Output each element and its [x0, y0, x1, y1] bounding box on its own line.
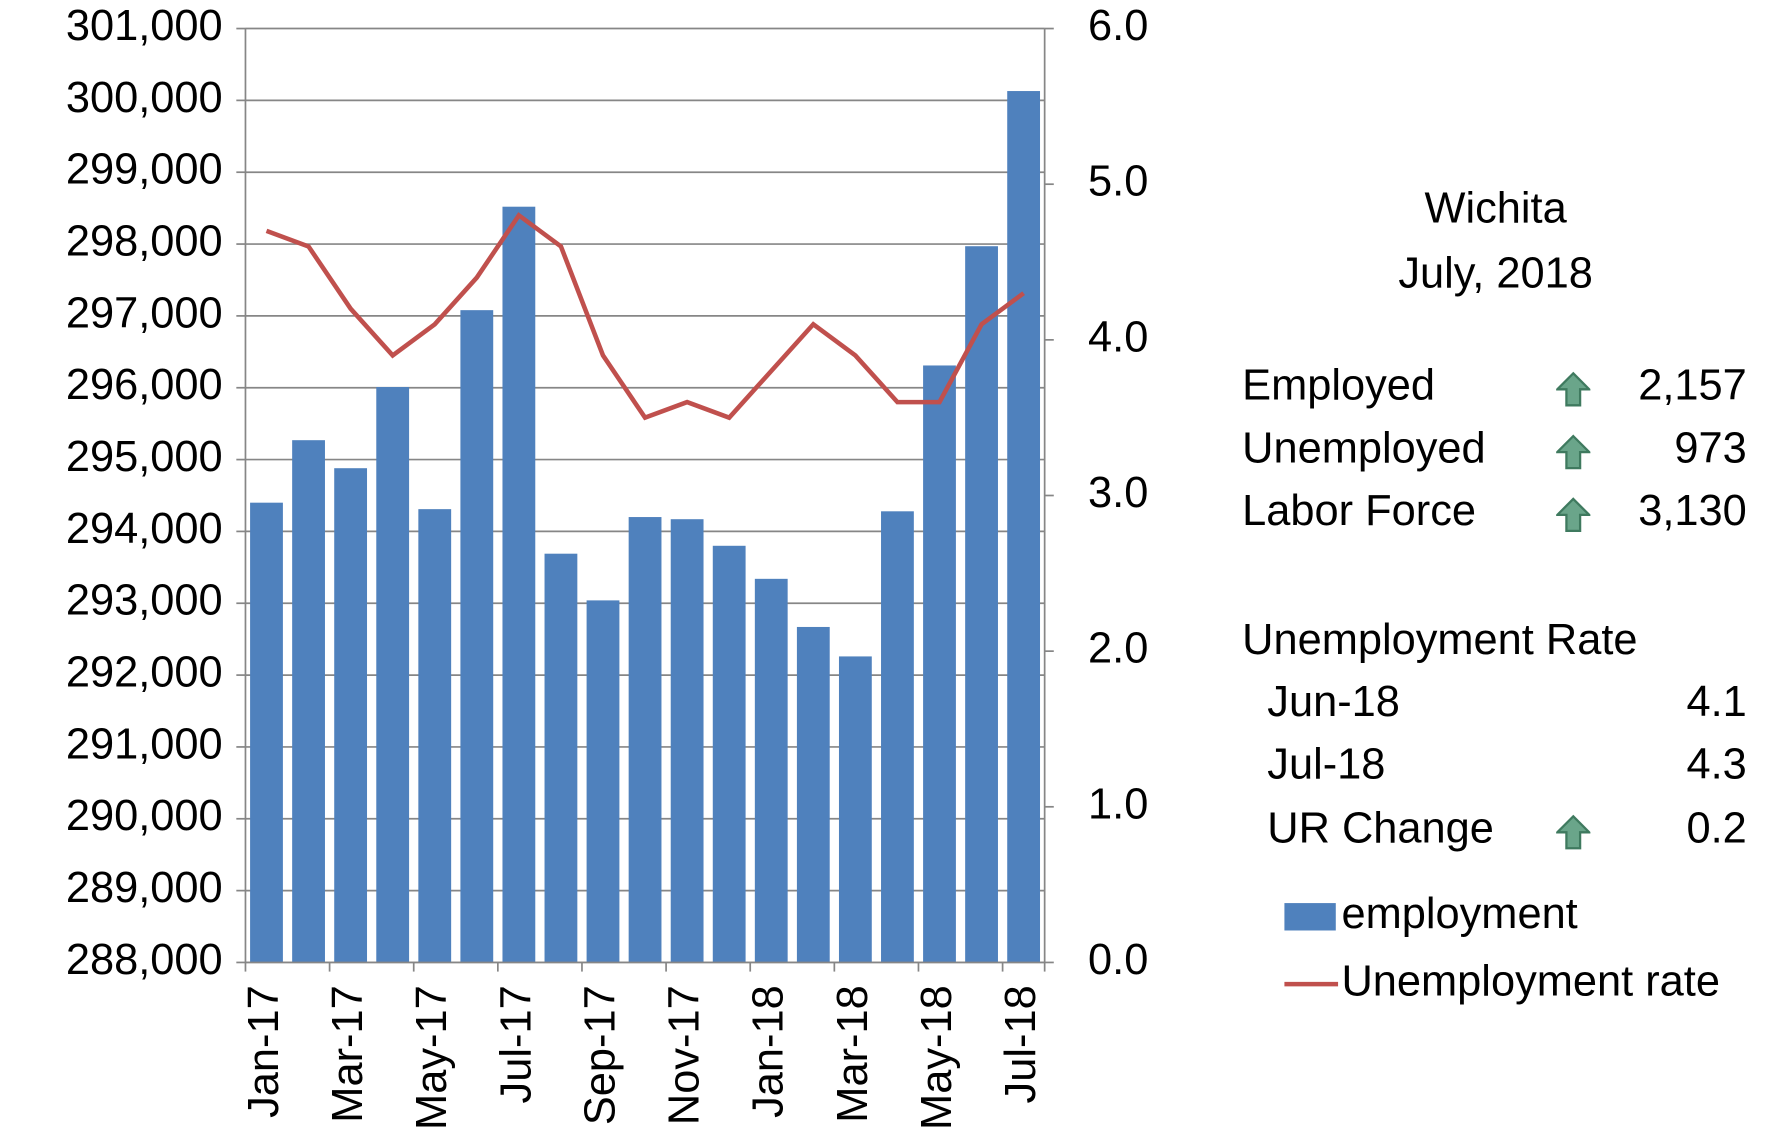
- legend-label: Unemployment rate: [1341, 958, 1720, 1006]
- bar: [292, 440, 325, 963]
- y-tick-label: 295,000: [66, 433, 223, 481]
- y-tick-label: 294,000: [66, 505, 223, 553]
- x-tick-label: Jan-18: [745, 985, 793, 1118]
- chart-root: Wichita July, 2018 Employed 2,157 Unempl…: [66, 2, 1747, 1130]
- bar: [418, 509, 452, 963]
- x-tick-label: Mar-17: [324, 985, 372, 1122]
- y-tick-label: 298,000: [66, 218, 223, 266]
- bar: [460, 310, 494, 963]
- x-tick-label: May-18: [913, 985, 961, 1130]
- up-arrow: [1556, 815, 1591, 850]
- y2-tick-label: 6.0: [1088, 2, 1148, 50]
- x-tick-label: Jul-17: [492, 985, 540, 1103]
- x-tick-label: Jan-17: [240, 985, 288, 1118]
- y-tick-label: 300,000: [66, 74, 223, 122]
- y2-tick-label: 1.0: [1088, 780, 1148, 828]
- legend-label: employment: [1341, 890, 1577, 938]
- bar: [376, 387, 410, 963]
- bar: [502, 206, 536, 963]
- row-label: Labor Force: [1242, 487, 1476, 535]
- y-tick-label: 292,000: [66, 649, 223, 697]
- bar: [754, 578, 788, 963]
- rate-value: 4.3: [1686, 741, 1746, 789]
- bar: [796, 626, 830, 963]
- y-tick-label: 288,000: [66, 936, 223, 984]
- bar: [1007, 91, 1041, 963]
- bar: [923, 365, 956, 963]
- y2-tick-label: 4.0: [1088, 313, 1148, 361]
- bar: [712, 545, 746, 963]
- y-tick-label: 293,000: [66, 577, 223, 625]
- y-tick-label: 299,000: [66, 146, 223, 194]
- y2-tick-label: 5.0: [1088, 158, 1148, 206]
- bar: [544, 553, 578, 963]
- y2-tick-label: 0.0: [1088, 936, 1148, 984]
- bar: [838, 656, 872, 963]
- legend-swatch: [1284, 903, 1336, 931]
- up-arrow: [1556, 434, 1591, 470]
- row-value: 2,157: [1638, 362, 1747, 410]
- up-arrow: [1556, 372, 1591, 407]
- x-tick-label: Jul-18: [997, 985, 1045, 1103]
- line: [265, 212, 1025, 421]
- side-panel: Wichita July, 2018 Employed 2,157 Unempl…: [1242, 185, 1747, 853]
- x-tick-label: Nov-17: [661, 985, 709, 1125]
- x-tick-label: Mar-18: [829, 985, 877, 1122]
- bar: [250, 502, 283, 963]
- rate-value: 0.2: [1686, 805, 1746, 853]
- bar: [334, 468, 368, 963]
- y2-tick-label: 3.0: [1088, 469, 1148, 517]
- row-value: 973: [1674, 424, 1746, 472]
- up-arrow: [1556, 497, 1591, 533]
- y-tick-label: 289,000: [66, 864, 223, 912]
- panel-subtitle: July, 2018: [1398, 250, 1593, 298]
- rate-value: 4.1: [1686, 678, 1746, 726]
- y-tick-label: 296,000: [66, 361, 223, 409]
- rate-label: UR Change: [1267, 805, 1494, 853]
- bar: [670, 519, 704, 963]
- row-label: Unemployed: [1242, 424, 1486, 472]
- bar: [881, 511, 914, 963]
- y-tick-label: 301,000: [66, 2, 223, 50]
- y-tick-label: 291,000: [66, 720, 223, 768]
- bar: [628, 517, 662, 963]
- y2-tick-label: 2.0: [1088, 625, 1148, 673]
- rate-label: Jul-18: [1267, 741, 1385, 789]
- bar: [586, 600, 620, 963]
- row-value: 3,130: [1638, 487, 1747, 535]
- y-tick-label: 290,000: [66, 792, 223, 840]
- row-label: Employed: [1242, 362, 1435, 410]
- x-tick-label: May-17: [408, 985, 456, 1130]
- panel-title: Wichita: [1425, 185, 1568, 233]
- bar: [965, 246, 998, 963]
- rate-label: Jun-18: [1267, 678, 1400, 726]
- rate-heading: Unemployment Rate: [1242, 616, 1637, 664]
- x-tick-label: Sep-17: [576, 985, 624, 1125]
- y-tick-label: 297,000: [66, 289, 223, 337]
